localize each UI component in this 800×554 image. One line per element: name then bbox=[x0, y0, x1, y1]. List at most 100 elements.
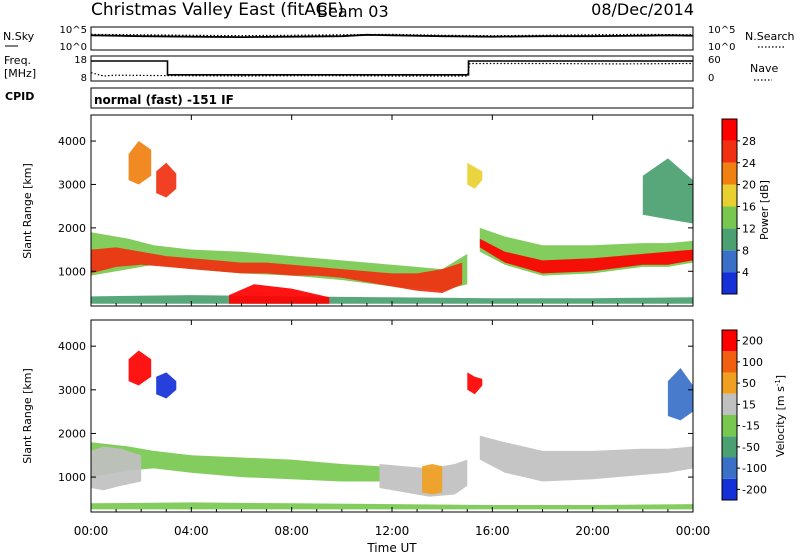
velocity-colorbar-label: -200 bbox=[742, 483, 767, 496]
power-echo-band-7 bbox=[642, 158, 693, 224]
velocity-colorbar-swatch bbox=[722, 478, 737, 500]
xaxis-label: Time UT bbox=[366, 541, 417, 554]
cpid-text: normal (fast) -151 IF bbox=[94, 93, 234, 107]
velocity-colorbar-label: 100 bbox=[742, 356, 763, 369]
velocity-echo-band-1 bbox=[91, 446, 142, 491]
noise-left-tick-bottom: 10^0 bbox=[60, 42, 87, 53]
noise-series-search bbox=[90, 33, 694, 37]
power-colorbar-swatch bbox=[722, 140, 737, 163]
power-colorbar-label: 16 bbox=[742, 201, 756, 214]
velocity-colorbar-swatch bbox=[722, 393, 737, 415]
power-colorbar-swatch bbox=[722, 119, 737, 141]
frequency-series bbox=[91, 60, 693, 76]
velocity-colorbar-swatch bbox=[722, 330, 737, 352]
noise-right-tick-top: 10^5 bbox=[708, 25, 735, 36]
power-colorbar-swatch bbox=[722, 184, 737, 207]
velocity-echo-band-0 bbox=[91, 442, 380, 482]
power-echo-band-4 bbox=[156, 162, 177, 198]
velocity-colorbar-frame bbox=[721, 329, 738, 501]
power-ytick-label: 4000 bbox=[58, 135, 86, 148]
nave-right-tick-bottom: 0 bbox=[708, 73, 714, 84]
power-echo-band-3 bbox=[479, 238, 693, 274]
velocity-echo-band-7 bbox=[467, 372, 483, 395]
xtick-label: 00:00 bbox=[74, 524, 109, 538]
velocity-colorbar-swatch bbox=[722, 351, 737, 373]
power-echo-band-9 bbox=[229, 284, 330, 304]
frequency-left-label-line1: Freq. bbox=[4, 54, 31, 67]
frequency-left-tick-bottom: 8 bbox=[81, 73, 87, 84]
velocity-colorbar-label: -15 bbox=[742, 420, 760, 433]
power-colorbar-swatch bbox=[722, 228, 737, 251]
power-echo-band-1 bbox=[91, 247, 463, 293]
power-ytick-label: 3000 bbox=[58, 178, 86, 191]
power-colorbar-swatch bbox=[722, 250, 737, 273]
velocity-colorbar-label: Velocity [m s-1] bbox=[774, 375, 787, 457]
velocity-ytick-label: 4000 bbox=[58, 340, 86, 353]
power-colorbar-label: 4 bbox=[742, 266, 749, 279]
power-ylabel: Slant Range [km] bbox=[21, 163, 34, 259]
velocity-ytick-label: 3000 bbox=[58, 384, 86, 397]
date-label: 08/Dec/2014 bbox=[591, 0, 694, 19]
velocity-colorbar-label-exp: -1 bbox=[774, 379, 782, 386]
velocity-echo-band-8 bbox=[667, 368, 693, 421]
frequency-panel-frame bbox=[90, 55, 694, 82]
power-colorbar-label: 12 bbox=[742, 222, 756, 235]
power-colorbar-swatch bbox=[722, 272, 737, 294]
power-colorbar-label: 8 bbox=[742, 244, 749, 257]
velocity-colorbar-swatch bbox=[722, 457, 737, 479]
plot-title: Christmas Valley East (fitACF) bbox=[91, 0, 344, 20]
power-colorbar-label: 20 bbox=[742, 179, 756, 192]
velocity-colorbar-label-main: Velocity [m s bbox=[774, 386, 787, 457]
xtick-label: 12:00 bbox=[375, 524, 410, 538]
noise-left-label: N.Sky bbox=[3, 30, 35, 43]
xtick-label: 00:00 bbox=[676, 524, 711, 538]
velocity-ylabel: Slant Range [km] bbox=[21, 368, 34, 464]
noise-left-tick-top: 10^5 bbox=[60, 25, 87, 36]
frequency-left-label: Freq. [MHz] bbox=[4, 54, 36, 80]
frequency-left-tick-top: 18 bbox=[74, 55, 87, 66]
frequency-left-label-line2: [MHz] bbox=[4, 67, 36, 80]
nave-series bbox=[90, 62, 694, 77]
noise-panel-frame bbox=[90, 26, 694, 51]
velocity-echo-band-9 bbox=[91, 502, 693, 510]
velocity-echo-band-5 bbox=[156, 372, 177, 399]
xtick-label: 08:00 bbox=[274, 524, 309, 538]
velocity-colorbar-label-close: ] bbox=[774, 375, 787, 379]
power-ytick-label: 1000 bbox=[58, 265, 86, 278]
noise-right-tick-bottom: 10^0 bbox=[708, 42, 735, 53]
velocity-colorbar-label: -100 bbox=[742, 462, 767, 475]
noise-right-label: N.Search bbox=[745, 30, 795, 43]
cpid-panel-frame bbox=[90, 87, 694, 109]
velocity-echo-band-3 bbox=[422, 464, 443, 495]
velocity-ytick-label: 2000 bbox=[58, 427, 86, 440]
velocity-colorbar-label: 50 bbox=[742, 377, 756, 390]
nave-right-tick-top: 60 bbox=[708, 55, 721, 66]
velocity-panel: 1000 2000 3000 4000 Slant Range [km] 200 100… bbox=[21, 319, 787, 513]
velocity-ytick-label: 1000 bbox=[58, 471, 86, 484]
nave-right-label: Nave bbox=[750, 62, 778, 75]
power-colorbar-swatch bbox=[722, 162, 737, 185]
xtick-label: 20:00 bbox=[575, 524, 610, 538]
velocity-colorbar-label: -50 bbox=[742, 441, 760, 454]
cpid-label: CPID bbox=[5, 90, 34, 103]
power-echo-band-6 bbox=[467, 162, 483, 189]
velocity-echo-band-4 bbox=[479, 435, 693, 482]
velocity-colorbar-label: 200 bbox=[742, 335, 763, 348]
velocity-echo-band-6 bbox=[128, 350, 152, 386]
xtick-label: 16:00 bbox=[475, 524, 510, 538]
velocity-colorbar-swatch bbox=[722, 372, 737, 394]
power-colorbar-swatch bbox=[722, 206, 737, 229]
velocity-colorbar-swatch bbox=[722, 436, 737, 458]
power-colorbar-label: 24 bbox=[742, 157, 756, 170]
power-ytick-label: 2000 bbox=[58, 222, 86, 235]
velocity-colorbar-swatch bbox=[722, 415, 737, 437]
noise-panel: N.Sky 10^5 10^0 10^5 10^0 N.Search bbox=[3, 25, 795, 53]
power-echo-band-5 bbox=[128, 141, 152, 185]
xtick-label: 04:00 bbox=[174, 524, 209, 538]
velocity-colorbar-label: 15 bbox=[742, 398, 756, 411]
frequency-panel: Freq. [MHz] 18 8 60 0 Nave bbox=[4, 54, 778, 84]
beam-label: Beam 03 bbox=[317, 2, 389, 21]
power-colorbar-label: 28 bbox=[742, 135, 756, 148]
power-panel: 1000 2000 3000 4000 Slant Range [km] 4 8 12 16… bbox=[21, 114, 771, 307]
